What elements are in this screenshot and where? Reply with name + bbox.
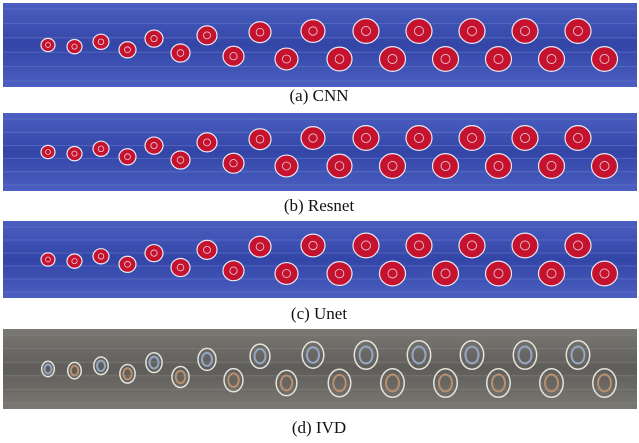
vortex — [592, 47, 618, 72]
vortex — [486, 261, 512, 286]
vortex — [512, 233, 538, 258]
caption: (d) IVD — [292, 418, 346, 437]
vortex — [119, 256, 136, 272]
vortex — [223, 261, 244, 281]
vortex — [67, 39, 82, 53]
vortex — [459, 19, 485, 44]
vortex — [433, 261, 459, 286]
vortex — [41, 38, 55, 51]
vortex — [67, 254, 82, 268]
vortex — [301, 20, 325, 43]
vortex — [301, 127, 325, 150]
vortex — [171, 151, 190, 169]
vortex — [119, 149, 136, 165]
figure: (a) CNN (b) Resnet (c) Unet (d) IVD — [0, 0, 639, 443]
vortex — [275, 263, 298, 285]
vortex — [512, 19, 538, 44]
vortex — [145, 137, 163, 154]
caption: (b) Resnet — [284, 196, 355, 215]
vortex — [301, 234, 325, 257]
vortex — [406, 233, 432, 258]
vortex — [380, 261, 406, 286]
vortex — [459, 126, 485, 151]
vortex — [275, 48, 298, 70]
caption: (c) Unet — [291, 304, 347, 323]
vortex — [353, 19, 379, 44]
vortex — [119, 42, 136, 58]
vortex — [592, 154, 618, 179]
vortex — [327, 47, 352, 71]
vortex — [249, 22, 271, 43]
vortex — [406, 19, 432, 44]
vortex — [197, 26, 217, 45]
vortex — [223, 46, 244, 66]
vortex — [539, 154, 565, 179]
flow-image — [3, 221, 637, 298]
flow-image — [3, 3, 637, 87]
vortex — [433, 154, 459, 179]
page: (a) CNN (b) Resnet (c) Unet (d) IVD (() … — [0, 0, 639, 443]
flow-image — [3, 113, 637, 191]
vortex — [353, 233, 379, 258]
vortex — [41, 253, 55, 266]
vortex — [249, 129, 271, 150]
vortex — [565, 19, 591, 44]
vortex — [592, 261, 618, 286]
vortex — [197, 133, 217, 152]
vortex — [145, 245, 163, 262]
vortex — [459, 233, 485, 258]
vortex — [171, 44, 190, 62]
vortex — [380, 47, 406, 72]
vortex — [433, 47, 459, 72]
vortex — [275, 155, 298, 177]
vortex — [197, 240, 217, 259]
caption: (a) CNN — [289, 86, 348, 105]
vortex — [539, 47, 565, 72]
vortex — [486, 47, 512, 72]
vortex — [353, 126, 379, 151]
vortex — [171, 258, 190, 276]
vortex — [249, 236, 271, 257]
vortex — [41, 145, 55, 158]
vortex — [486, 154, 512, 179]
vortex — [93, 34, 109, 49]
vortex — [327, 262, 352, 286]
vortex — [380, 154, 406, 179]
vortex — [223, 153, 244, 173]
vortex — [512, 126, 538, 151]
vortex — [327, 154, 352, 178]
vortex — [67, 146, 82, 160]
vortex — [93, 249, 109, 264]
vortex — [539, 261, 565, 286]
vortex — [565, 233, 591, 258]
flow-image — [3, 329, 637, 409]
vortex — [565, 126, 591, 151]
vortex — [145, 30, 163, 47]
vortex — [93, 141, 109, 156]
vortex — [406, 126, 432, 151]
